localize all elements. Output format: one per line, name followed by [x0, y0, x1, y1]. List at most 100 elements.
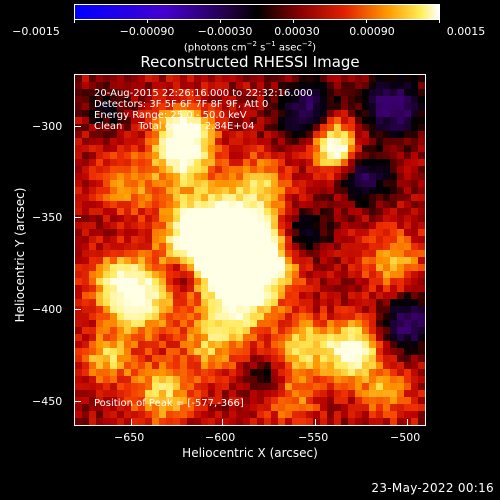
- heatmap-cell: [159, 103, 166, 110]
- heatmap-cell: [173, 362, 180, 369]
- heatmap-cell: [194, 159, 201, 166]
- heatmap-cell: [103, 166, 110, 173]
- heatmap-cell: [355, 201, 362, 208]
- heatmap-cell: [292, 341, 299, 348]
- heatmap-cell: [124, 173, 131, 180]
- heatmap-cell: [124, 390, 131, 397]
- heatmap-cell: [180, 159, 187, 166]
- heatmap-cell: [159, 271, 166, 278]
- heatmap-cell: [264, 243, 271, 250]
- heatmap-cell: [96, 383, 103, 390]
- heatmap-cell: [348, 96, 355, 103]
- heatmap-cell: [397, 327, 404, 334]
- heatmap-cell: [257, 75, 264, 82]
- heatmap-cell: [278, 383, 285, 390]
- heatmap-cell: [75, 250, 82, 257]
- heatmap-cell: [82, 355, 89, 362]
- heatmap-cell: [250, 306, 257, 313]
- heatmap-cell: [89, 306, 96, 313]
- heatmap-cell: [89, 152, 96, 159]
- heatmap-cell: [152, 411, 159, 418]
- heatmap-cell: [89, 89, 96, 96]
- heatmap-cell: [194, 285, 201, 292]
- heatmap-cell: [96, 369, 103, 376]
- heatmap-cell: [271, 152, 278, 159]
- heatmap-cell: [250, 75, 257, 82]
- heatmap-cell: [334, 313, 341, 320]
- heatmap-cell: [278, 348, 285, 355]
- heatmap-cell: [299, 243, 306, 250]
- heatmap-cell: [404, 285, 411, 292]
- heatmap-cell: [369, 348, 376, 355]
- heatmap-cell: [376, 257, 383, 264]
- heatmap-cell: [194, 257, 201, 264]
- heatmap-cell: [89, 362, 96, 369]
- heatmap-cell: [187, 138, 194, 145]
- heatmap-cell: [187, 376, 194, 383]
- heatmap-cell: [299, 278, 306, 285]
- heatmap-cell: [110, 110, 117, 117]
- heatmap-cell: [292, 89, 299, 96]
- heatmap-cell: [208, 355, 215, 362]
- heatmap-cell: [404, 292, 411, 299]
- heatmap-cell: [145, 117, 152, 124]
- heatmap-cell: [215, 222, 222, 229]
- heatmap-cell: [208, 264, 215, 271]
- heatmap-cell: [166, 390, 173, 397]
- heatmap-cell: [320, 306, 327, 313]
- heatmap-cell: [362, 292, 369, 299]
- heatmap-cell: [271, 117, 278, 124]
- heatmap-cell: [355, 166, 362, 173]
- heatmap-cell: [117, 250, 124, 257]
- heatmap-cell: [152, 138, 159, 145]
- heatmap-cell: [320, 180, 327, 187]
- heatmap-cell: [222, 257, 229, 264]
- heatmap-cell: [313, 278, 320, 285]
- heatmap-cell: [180, 355, 187, 362]
- heatmap-cell: [138, 362, 145, 369]
- heatmap-cell: [82, 341, 89, 348]
- heatmap-cell: [75, 404, 82, 411]
- heatmap-cell: [355, 278, 362, 285]
- heatmap-cell: [376, 117, 383, 124]
- heatmap-cell: [75, 96, 82, 103]
- heatmap-cell: [110, 327, 117, 334]
- heatmap-cell: [124, 110, 131, 117]
- heatmap-cell: [306, 404, 313, 411]
- heatmap-cell: [131, 180, 138, 187]
- heatmap-cell: [117, 264, 124, 271]
- heatmap-cell: [334, 89, 341, 96]
- heatmap-cell: [152, 222, 159, 229]
- time-range-label: 20-Aug-2015 22:26:16.000 to 22:32:16.000: [94, 88, 313, 99]
- heatmap-cell: [264, 96, 271, 103]
- heatmap-cell: [194, 418, 201, 425]
- heatmap-cell: [166, 222, 173, 229]
- heatmap-cell: [348, 166, 355, 173]
- heatmap-cell: [166, 250, 173, 257]
- heatmap-cell: [404, 208, 411, 215]
- heatmap-cell: [369, 96, 376, 103]
- heatmap-cell: [159, 201, 166, 208]
- heatmap-cell: [82, 138, 89, 145]
- heatmap-cell: [313, 369, 320, 376]
- heatmap-cell: [376, 348, 383, 355]
- heatmap-cell: [166, 327, 173, 334]
- heatmap-cell: [376, 383, 383, 390]
- heatmap-cell: [334, 152, 341, 159]
- heatmap-cell: [348, 215, 355, 222]
- heatmap-cell: [243, 103, 250, 110]
- heatmap-cell: [355, 390, 362, 397]
- heatmap-cell: [229, 166, 236, 173]
- heatmap-cell: [306, 75, 313, 82]
- heatmap-cell: [208, 397, 215, 404]
- heatmap-cell: [397, 299, 404, 306]
- heatmap-cell: [376, 110, 383, 117]
- heatmap-cell: [348, 124, 355, 131]
- heatmap-cell: [299, 292, 306, 299]
- heatmap-cell: [257, 264, 264, 271]
- heatmap-cell: [145, 299, 152, 306]
- heatmap-cell: [194, 236, 201, 243]
- heatmap-cell: [152, 362, 159, 369]
- heatmap-cell: [376, 180, 383, 187]
- heatmap-cell: [313, 418, 320, 425]
